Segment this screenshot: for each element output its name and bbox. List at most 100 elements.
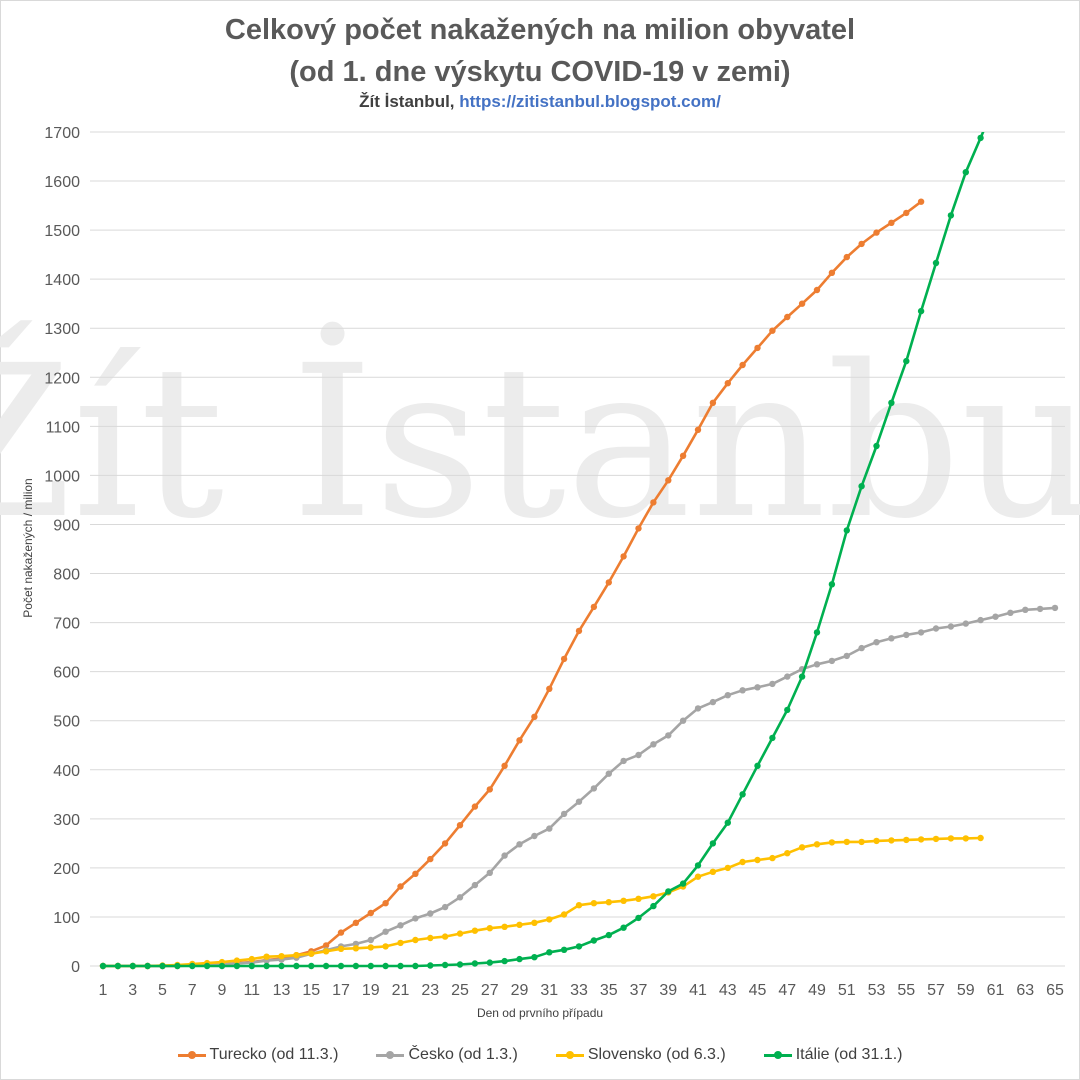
y-tick-label: 1000: [44, 468, 80, 485]
data-point: [546, 916, 553, 923]
data-point: [560, 946, 568, 953]
data-point: [635, 525, 642, 532]
data-point: [917, 307, 925, 315]
data-point: [382, 943, 389, 950]
data-point: [501, 852, 508, 859]
data-point: [546, 825, 553, 832]
y-tick-label: 100: [53, 910, 80, 927]
data-point: [471, 960, 479, 967]
data-point: [828, 657, 836, 665]
y-tick-label: 0: [71, 959, 80, 976]
data-point: [322, 948, 330, 955]
data-point: [486, 925, 493, 932]
data-point: [605, 770, 612, 777]
data-point: [575, 943, 583, 950]
data-point: [159, 962, 166, 970]
data-point: [427, 910, 434, 917]
x-tick-label: 15: [302, 982, 320, 999]
data-point: [397, 922, 404, 929]
legend-item: Česko (od 1.3.): [376, 1046, 518, 1064]
data-point: [903, 836, 910, 844]
data-point: [828, 269, 836, 276]
x-tick-label: 5: [158, 982, 167, 999]
data-point: [858, 644, 865, 652]
x-tick-label: 45: [749, 982, 767, 999]
data-point: [947, 212, 955, 219]
data-point: [605, 579, 612, 586]
x-tick-label: 39: [659, 982, 677, 999]
x-tick-label: 55: [897, 982, 915, 999]
series-line: [103, 606, 1056, 968]
data-point: [917, 198, 925, 205]
data-point: [650, 499, 657, 506]
data-point: [397, 883, 404, 890]
x-tick-label: 49: [808, 982, 826, 999]
y-tick-label: 1700: [44, 125, 80, 142]
data-point: [412, 962, 419, 970]
data-point: [501, 762, 508, 769]
data-point: [427, 962, 434, 969]
data-point: [739, 858, 746, 866]
data-point: [531, 919, 538, 926]
data-point: [501, 957, 508, 965]
x-tick-label: 23: [421, 982, 439, 999]
data-point: [709, 698, 717, 706]
data-point: [977, 616, 984, 624]
data-point: [724, 864, 731, 872]
data-point: [263, 962, 270, 970]
data-point: [501, 923, 508, 930]
legend: Turecko (od 11.3.) Česko (od 1.3.) Slovens…: [0, 1046, 1080, 1064]
y-tick-label: 900: [53, 517, 80, 534]
data-point: [337, 945, 345, 952]
data-point: [679, 452, 687, 459]
data-point: [665, 477, 672, 484]
x-tick-label: 51: [838, 982, 856, 999]
data-point: [322, 962, 330, 970]
data-point: [382, 900, 389, 907]
data-point: [560, 911, 568, 918]
data-point: [352, 962, 360, 970]
data-point: [992, 99, 998, 105]
y-axis-ticks: 0 100 200 300 400 500 600 700 800 900 1000 1100 1200…: [44, 125, 80, 976]
x-tick-label: 53: [868, 982, 886, 999]
data-point: [412, 915, 419, 922]
x-tick-label: 59: [957, 982, 975, 999]
x-tick-label: 19: [362, 982, 380, 999]
y-tick-label: 500: [53, 714, 80, 731]
data-point: [650, 741, 657, 748]
x-tick-label: 37: [630, 982, 648, 999]
data-point: [992, 613, 999, 620]
data-point: [694, 873, 702, 880]
data-point: [531, 713, 538, 720]
data-point: [590, 937, 598, 944]
data-point: [739, 687, 746, 694]
data-point: [233, 957, 241, 964]
source-link[interactable]: https://zitistanbul.blogspot.com/: [459, 92, 721, 111]
series-line: [103, 836, 981, 968]
data-point: [813, 841, 821, 848]
data-point: [412, 870, 419, 877]
data-point: [917, 836, 925, 843]
data-point: [679, 880, 687, 887]
data-point: [456, 894, 464, 901]
source-name: Žít İstanbul,: [359, 92, 455, 111]
y-tick-label: 300: [53, 812, 80, 829]
watermark: Žít İstanbul: [0, 320, 1080, 565]
data-point: [679, 717, 687, 724]
data-point: [962, 169, 969, 176]
data-point: [337, 962, 345, 970]
data-point: [754, 762, 761, 769]
legend-swatch: [763, 1048, 792, 1062]
data-point: [352, 945, 360, 952]
data-point: [709, 840, 717, 847]
data-point: [546, 949, 553, 956]
data-point: [739, 791, 746, 798]
legend-swatch: [555, 1048, 584, 1062]
data-point: [769, 734, 776, 742]
data-point: [322, 942, 330, 949]
data-point: [947, 623, 955, 630]
data-point: [263, 953, 270, 960]
data-point: [248, 962, 255, 970]
data-point: [575, 627, 583, 635]
x-tick-label: 27: [481, 982, 499, 999]
